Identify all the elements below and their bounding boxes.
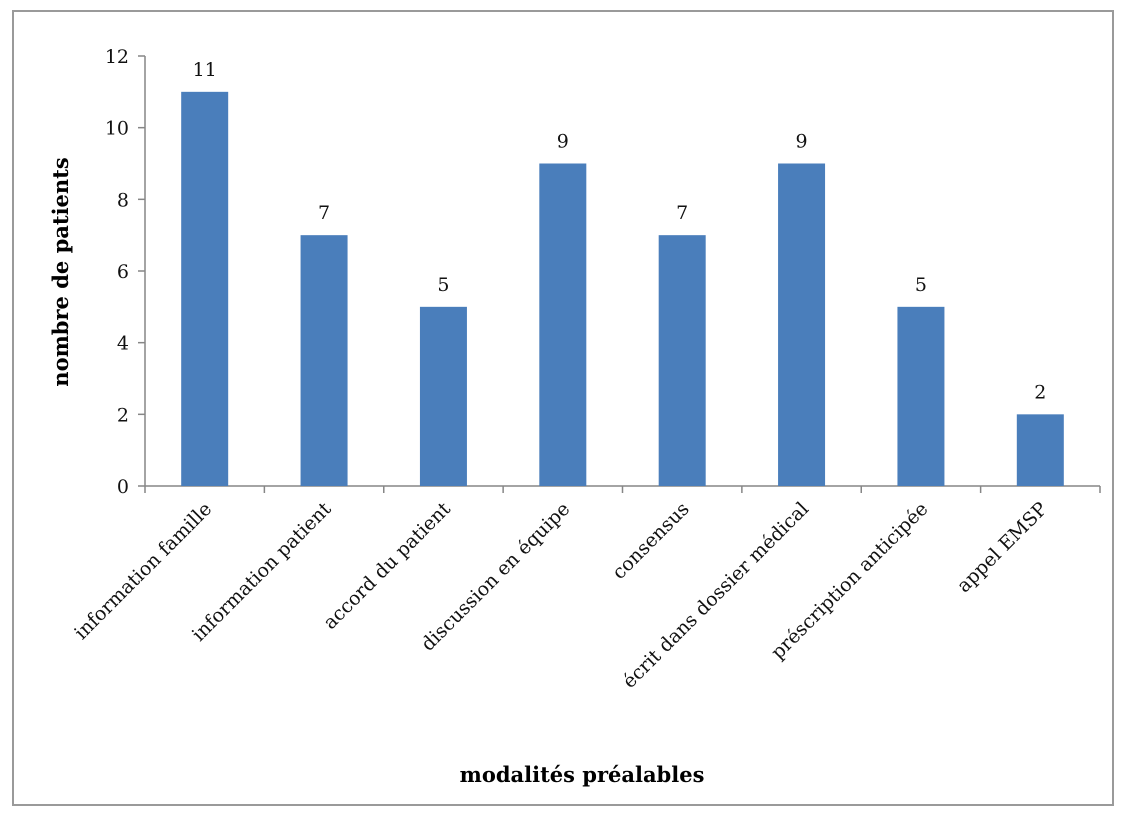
bar [300,235,348,486]
data-label: 9 [796,131,808,153]
data-labels: 11 7 5 9 7 9 5 2 [193,59,1047,404]
x-tick-label: information patient [188,498,336,646]
bar [778,163,826,486]
x-tick-label: accord du patient [319,498,455,634]
bars [181,91,1064,486]
x-axis [144,485,1101,493]
y-axis-title: nombre de patients [48,157,73,386]
data-label: 5 [437,274,449,296]
x-tick-label: appel EMSP [953,498,1052,597]
y-tick-label: 12 [105,46,129,68]
x-tick-label: information famille [70,498,216,644]
bar [539,163,587,486]
x-tick-label: consensus [608,498,694,584]
data-label: 2 [1034,381,1046,403]
y-tick-label: 6 [117,261,129,283]
data-label: 7 [676,202,688,224]
data-label: 11 [193,59,217,81]
y-tick-label: 0 [117,476,129,498]
data-label: 9 [557,131,569,153]
data-label: 5 [915,274,927,296]
y-tick-label: 2 [117,404,129,426]
y-tick-label: 10 [105,118,129,140]
bar [419,306,467,486]
y-axis: 0 2 4 6 8 10 12 [105,46,146,498]
y-tick-label: 4 [117,333,129,355]
bar [1016,414,1064,486]
bar [897,306,945,486]
x-axis-title: modalités préalables [460,762,705,787]
y-tick-label: 8 [117,189,129,211]
bar [181,91,229,486]
bar [658,235,706,486]
data-label: 7 [318,202,330,224]
